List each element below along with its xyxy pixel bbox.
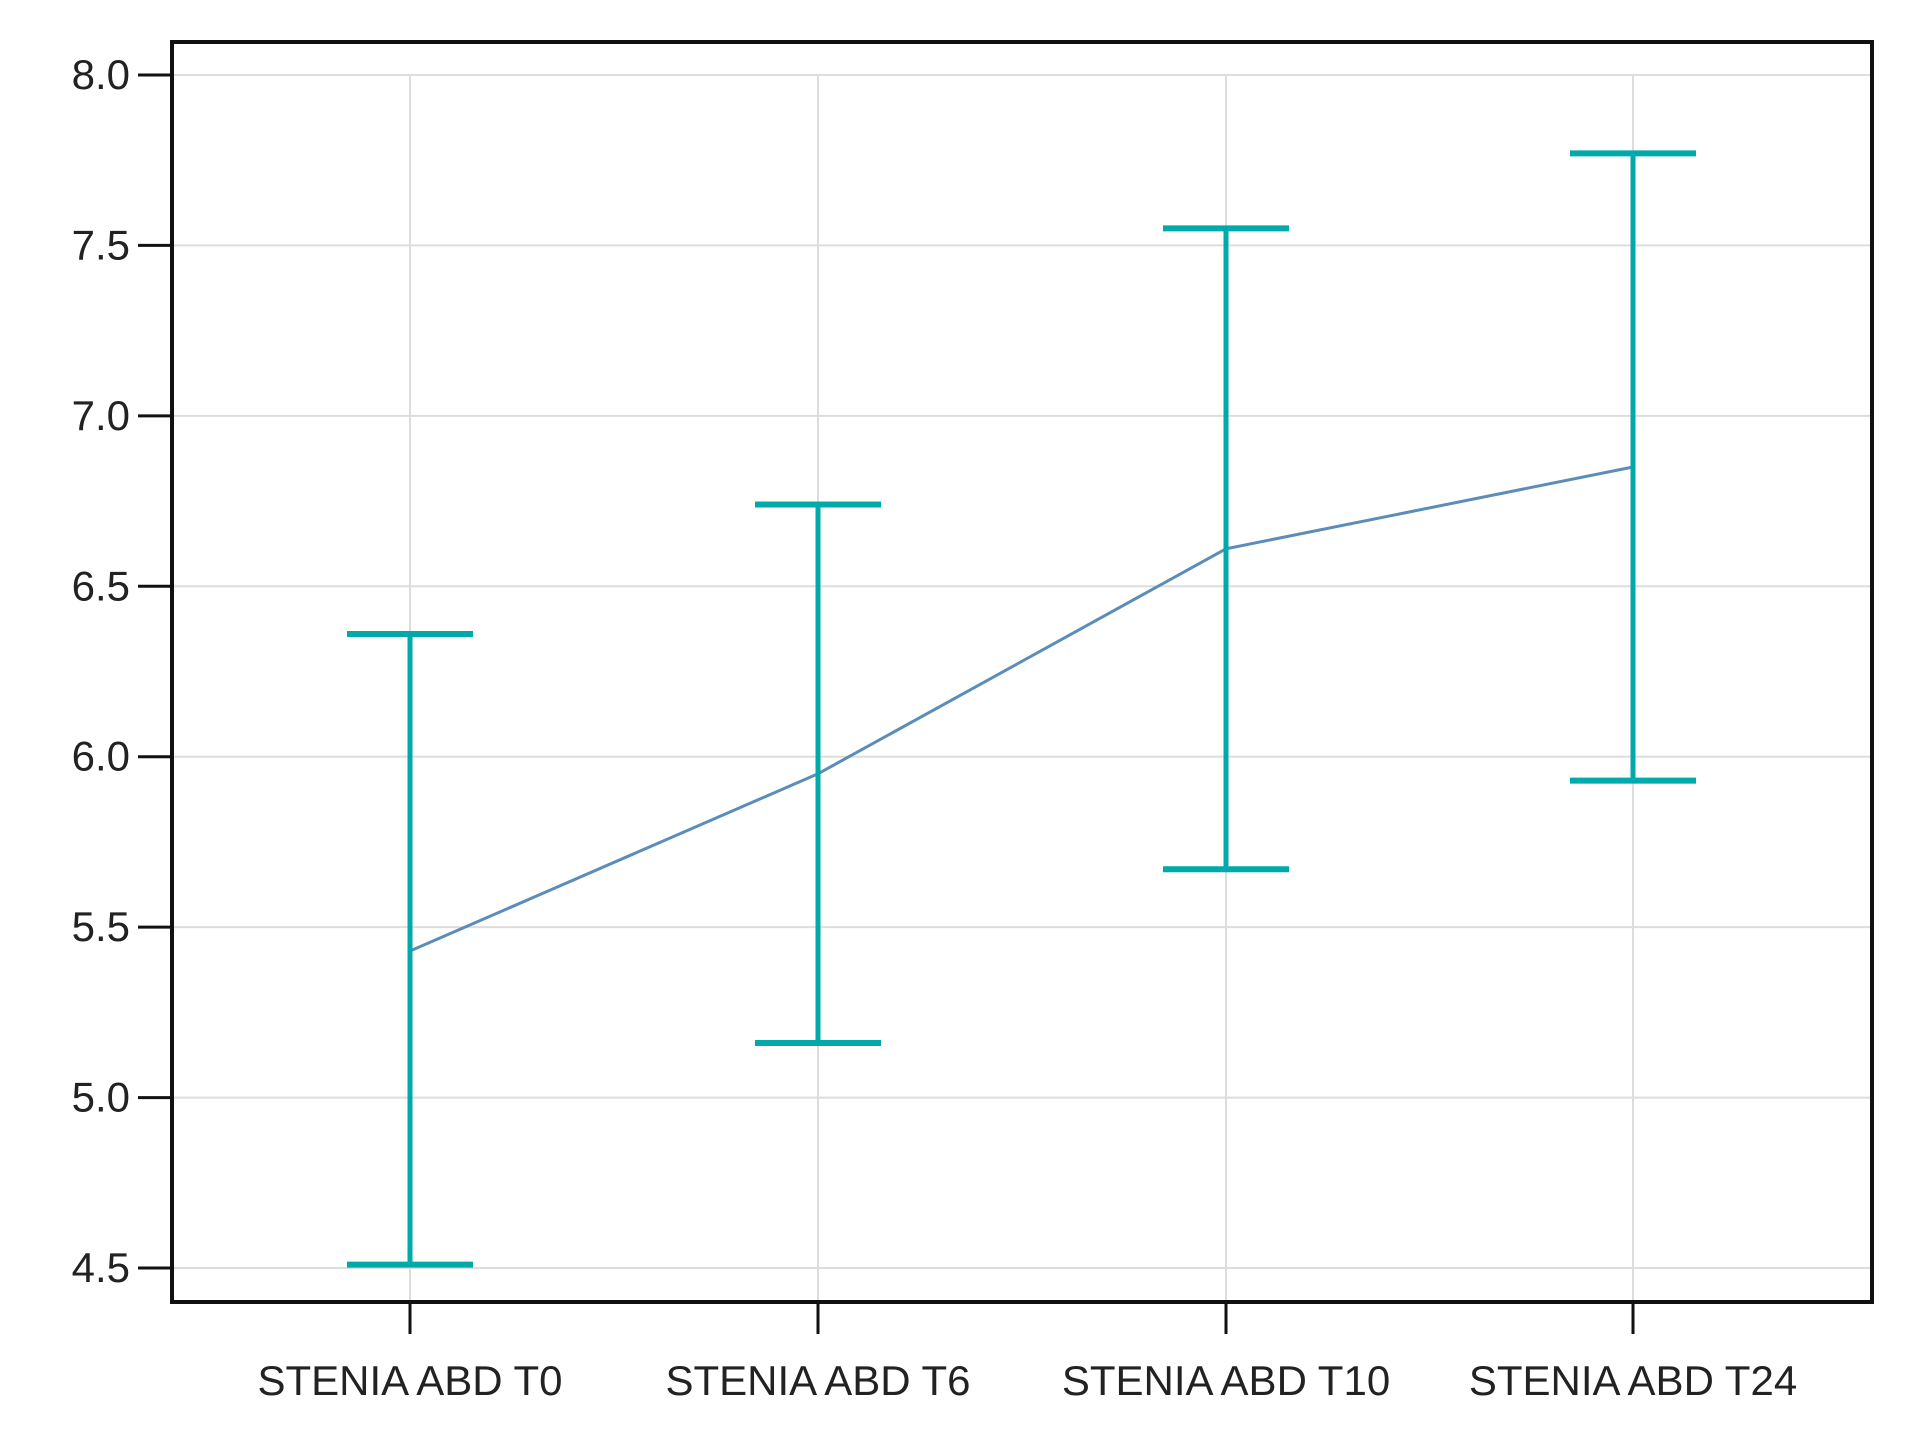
x-tick-label: STENIA ABD T0 <box>257 1357 562 1404</box>
y-tick-label: 5.5 <box>72 903 130 950</box>
y-tick-label: 7.0 <box>72 392 130 439</box>
y-tick-label: 6.5 <box>72 562 130 609</box>
x-tick-label: STENIA ABD T10 <box>1062 1357 1390 1404</box>
series-line <box>409 465 1634 953</box>
y-tick-label: 5.0 <box>72 1074 130 1121</box>
axis-layer: 4.5 5.0 5.5 6.0 6.5 7.0 7.5 8.0 STENIA ABD T0 STE… <box>72 51 1798 1404</box>
grid-layer <box>172 74 1872 1302</box>
plot-frame <box>170 40 1874 1304</box>
series-layer <box>409 465 1634 953</box>
error-bar-layer <box>347 150 1696 1268</box>
x-tick-label: STENIA ABD T24 <box>1469 1357 1797 1404</box>
y-tick-label: 4.5 <box>72 1244 130 1291</box>
y-tick-label: 7.5 <box>72 221 130 268</box>
y-tick-label: 6.0 <box>72 733 130 780</box>
y-tick-label: 8.0 <box>72 51 130 98</box>
x-tick-label: STENIA ABD T6 <box>665 1357 970 1404</box>
